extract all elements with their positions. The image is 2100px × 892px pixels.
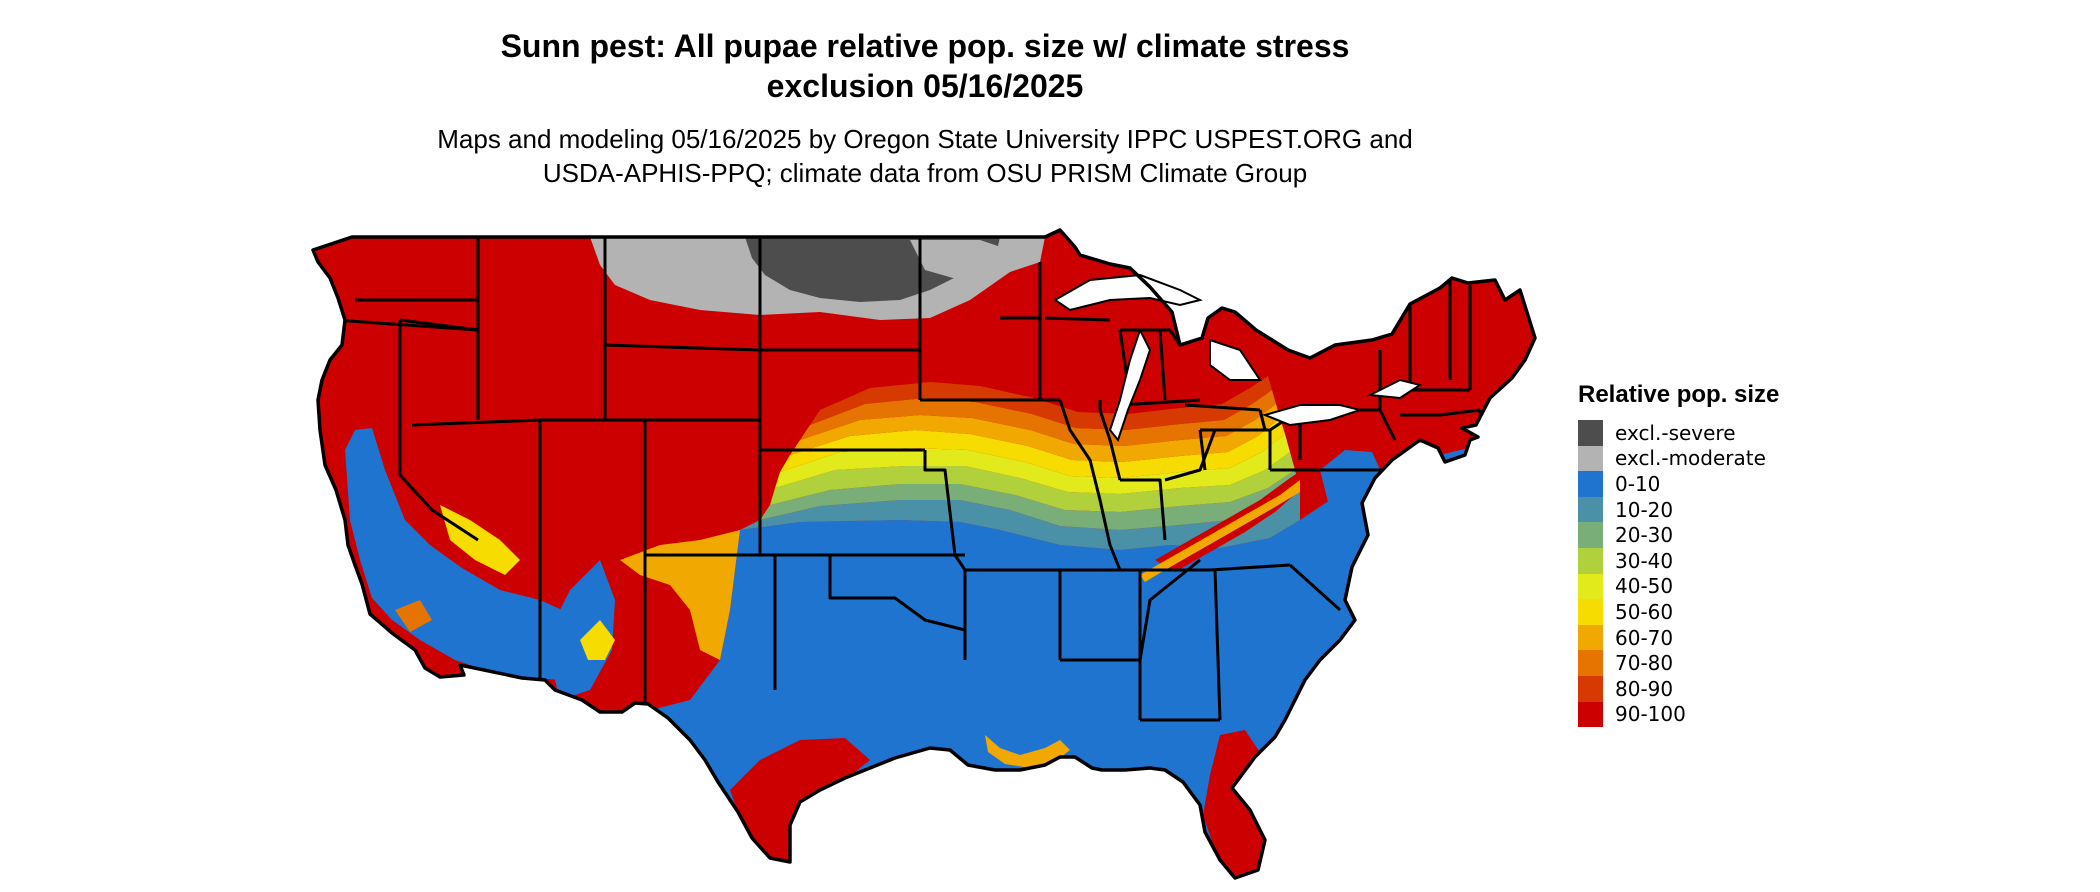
legend-label: 10-20 xyxy=(1615,497,1674,522)
legend-label: 60-70 xyxy=(1615,625,1674,650)
legend-item: 40-50 xyxy=(1578,573,1908,600)
legend-swatch xyxy=(1578,547,1603,574)
legend-label: 50-60 xyxy=(1615,599,1674,624)
legend-swatch xyxy=(1578,573,1603,600)
legend-item: 60-70 xyxy=(1578,624,1908,651)
legend-swatch xyxy=(1578,496,1603,523)
legend-swatch xyxy=(1578,522,1603,548)
map-subtitle-line-2: USDA-APHIS-PPQ; climate data from OSU PR… xyxy=(542,158,1308,188)
legend-item: 70-80 xyxy=(1578,650,1908,676)
legend-swatch xyxy=(1578,701,1603,728)
legend-label: 0-10 xyxy=(1615,471,1661,496)
legend-swatch xyxy=(1578,675,1603,702)
legend-item: 30-40 xyxy=(1578,547,1908,574)
map-title-line-1: Sunn pest: All pupae relative pop. size … xyxy=(500,28,1350,64)
legend-item: 10-20 xyxy=(1578,496,1908,523)
map-legend: Relative pop. size excl.-severe excl.-mod… xyxy=(1578,380,1908,728)
legend-label: 20-30 xyxy=(1615,523,1674,548)
legend-item: excl.-severe xyxy=(1578,420,1908,446)
legend-swatch xyxy=(1578,471,1603,497)
legend-swatch xyxy=(1578,445,1603,472)
legend-title: Relative pop. size xyxy=(1578,381,1780,408)
legend-swatch xyxy=(1578,599,1603,625)
legend-label: 40-50 xyxy=(1615,574,1674,599)
legend-label: 70-80 xyxy=(1615,651,1674,676)
legend-item: 90-100 xyxy=(1578,701,1908,728)
legend-label: 80-90 xyxy=(1615,676,1674,701)
legend-label: 30-40 xyxy=(1615,548,1674,573)
legend-item: 0-10 xyxy=(1578,471,1908,497)
map-title-line-2: exclusion 05/16/2025 xyxy=(766,68,1084,104)
legend-swatch xyxy=(1578,420,1603,446)
legend-items: excl.-severe excl.-moderate 0-10 10-20 20-30… xyxy=(1578,420,1908,728)
legend-item: 80-90 xyxy=(1578,675,1908,702)
legend-label: excl.-moderate xyxy=(1615,446,1766,471)
legend-item: 20-30 xyxy=(1578,522,1908,548)
legend-label: 90-100 xyxy=(1615,702,1686,727)
legend-swatch xyxy=(1578,624,1603,651)
legend-item: 50-60 xyxy=(1578,599,1908,625)
legend-label: excl.-severe xyxy=(1615,420,1736,445)
legend-swatch xyxy=(1578,650,1603,676)
legend-item: excl.-moderate xyxy=(1578,445,1908,472)
map-subtitle-line-1: Maps and modeling 05/16/2025 by Oregon S… xyxy=(437,124,1413,154)
